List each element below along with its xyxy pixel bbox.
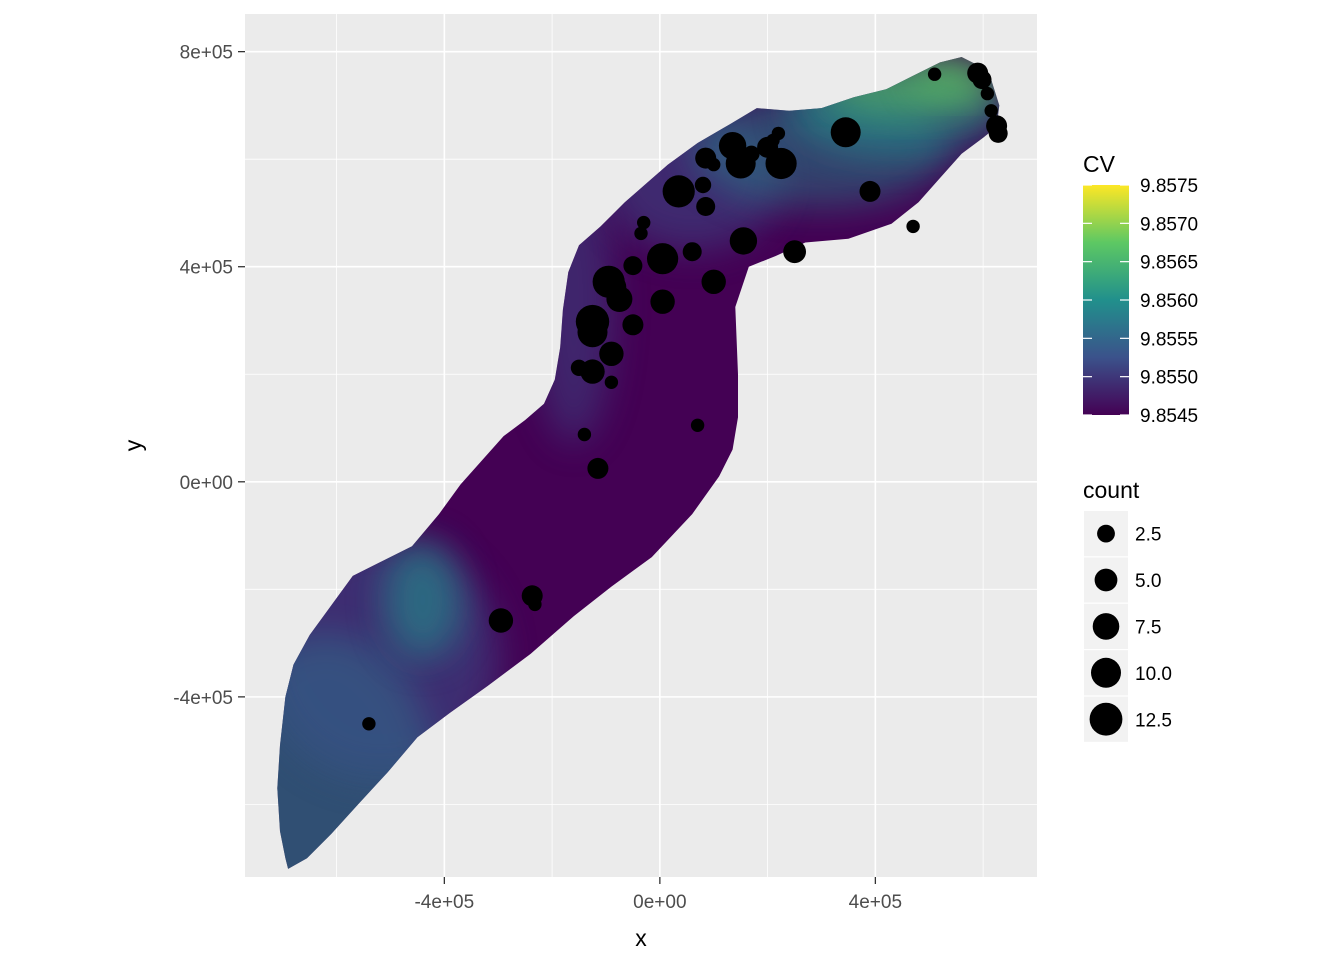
y-tick-label: -4e+05 bbox=[173, 688, 233, 709]
count-point bbox=[622, 314, 644, 336]
count-point bbox=[587, 457, 609, 479]
count-point bbox=[604, 375, 619, 389]
count-legend-symbol bbox=[1094, 568, 1118, 592]
count-legend-label: 12.5 bbox=[1135, 710, 1172, 731]
count-point bbox=[599, 341, 624, 366]
count-point bbox=[694, 176, 712, 194]
count-point bbox=[729, 227, 758, 255]
count-point bbox=[927, 67, 942, 81]
count-legend-label: 5.0 bbox=[1135, 571, 1161, 592]
count-point bbox=[650, 289, 675, 314]
cv-legend-label: 9.8560 bbox=[1140, 291, 1198, 312]
cv-legend-label: 9.8565 bbox=[1140, 253, 1198, 274]
count-point bbox=[575, 304, 610, 339]
count-point bbox=[984, 104, 998, 118]
count-point bbox=[577, 427, 592, 442]
x-axis: -4e+05 0e+00 4e+05 bbox=[414, 877, 902, 913]
cv-colorbar-ticks: 9.8575 9.8570 9.8565 9.8560 9.8555 9.8550 9.85… bbox=[1083, 176, 1198, 427]
count-legend-label: 10.0 bbox=[1135, 664, 1172, 685]
y-axis: -4e+05 0e+00 4e+05 8e+05 bbox=[173, 43, 245, 709]
count-point bbox=[771, 126, 786, 141]
count-point bbox=[765, 147, 797, 180]
x-tick-label: 4e+05 bbox=[849, 892, 902, 913]
count-point bbox=[980, 86, 995, 101]
count-legend-symbol bbox=[1091, 657, 1121, 688]
count-points bbox=[362, 62, 1008, 731]
count-legend: count 2.5 5.0 7.5 10.0 12.5 bbox=[1083, 477, 1172, 742]
cv-legend-label: 9.8545 bbox=[1140, 406, 1198, 427]
count-point bbox=[972, 70, 992, 90]
y-tick-label: 8e+05 bbox=[180, 43, 233, 64]
count-point bbox=[696, 197, 716, 216]
count-point bbox=[362, 717, 376, 731]
cv-legend-label: 9.8555 bbox=[1140, 329, 1198, 350]
count-point bbox=[707, 157, 721, 172]
count-point bbox=[647, 243, 679, 275]
count-point bbox=[701, 269, 726, 294]
x-tick-label: -4e+05 bbox=[414, 892, 474, 913]
cv-legend: CV 9.85759.85709.85659.85609.85559.85509… bbox=[1083, 151, 1198, 427]
count-point bbox=[637, 215, 651, 230]
cv-legend-title: CV bbox=[1083, 151, 1116, 177]
x-axis-title: x bbox=[635, 925, 647, 951]
count-legend-symbol bbox=[1092, 613, 1120, 640]
cv-legend-label: 9.8575 bbox=[1140, 176, 1198, 197]
count-point bbox=[570, 359, 588, 376]
count-legend-label: 2.5 bbox=[1135, 525, 1161, 546]
count-point bbox=[634, 226, 648, 241]
y-tick-label: 0e+00 bbox=[180, 473, 233, 494]
count-point bbox=[690, 418, 705, 432]
count-point bbox=[488, 608, 514, 633]
count-legend-keys: 2.5 5.0 7.5 10.0 12.5 bbox=[1084, 511, 1172, 742]
count-point bbox=[830, 117, 861, 148]
count-point bbox=[682, 242, 702, 262]
count-legend-title: count bbox=[1083, 477, 1140, 503]
count-point bbox=[783, 240, 806, 264]
cv-legend-label: 9.8550 bbox=[1140, 368, 1198, 389]
count-point bbox=[743, 145, 760, 162]
count-point bbox=[988, 123, 1008, 143]
x-tick-label: 0e+00 bbox=[633, 892, 686, 913]
y-tick-label: 4e+05 bbox=[180, 258, 233, 279]
count-legend-symbol bbox=[1097, 524, 1115, 543]
y-axis-title: y bbox=[120, 439, 146, 451]
count-point bbox=[601, 274, 627, 300]
count-legend-label: 7.5 bbox=[1135, 618, 1161, 639]
count-legend-symbol bbox=[1089, 702, 1123, 736]
count-point bbox=[906, 219, 920, 234]
count-point bbox=[662, 175, 695, 208]
cv-legend-label: 9.8570 bbox=[1140, 214, 1198, 235]
cv-zone bbox=[382, 540, 463, 661]
count-point bbox=[859, 180, 881, 202]
count-point bbox=[623, 256, 643, 276]
count-point bbox=[528, 597, 542, 612]
